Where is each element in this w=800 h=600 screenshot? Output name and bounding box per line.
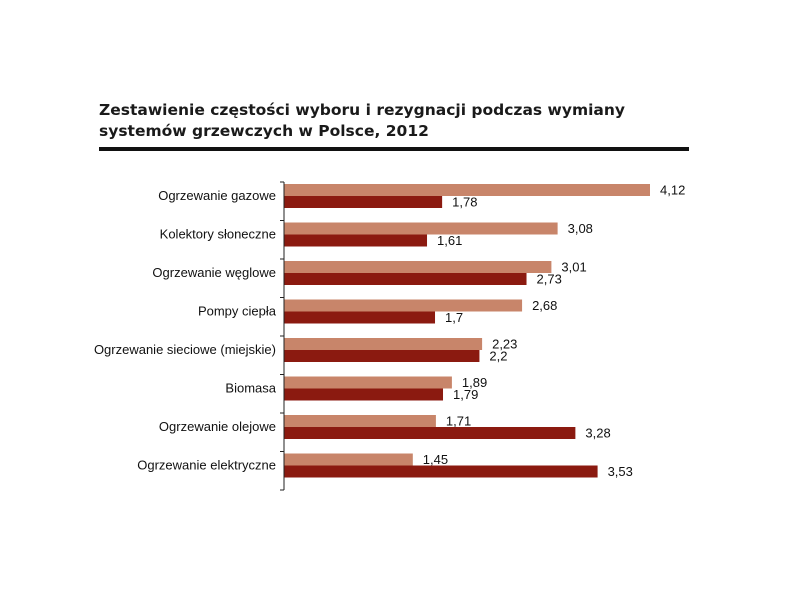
data-label: 4,12: [660, 183, 685, 198]
bar-series-1: [284, 222, 558, 235]
bar-series-1: [284, 376, 452, 389]
bar-series-2: [284, 465, 598, 478]
category-label: Kolektory słoneczne: [160, 227, 276, 242]
data-label: 3,08: [568, 221, 593, 236]
bar-series-1: [284, 184, 650, 196]
data-label: 1,71: [446, 414, 471, 429]
bar-series-1: [284, 299, 523, 312]
data-label: 3,53: [608, 464, 633, 479]
data-label: 2,23: [492, 337, 517, 352]
data-label: 1,78: [452, 195, 477, 210]
category-label: Ogrzewanie sieciowe (miejskie): [94, 342, 276, 357]
bar-series-2: [284, 196, 443, 208]
bar-series-2: [284, 273, 527, 285]
data-label: 1,45: [423, 452, 448, 467]
bar-series-1: [284, 453, 413, 466]
bar-series-2: [284, 311, 436, 324]
data-label: 2,68: [532, 298, 557, 313]
chart-title: Zestawienie częstości wyboru i rezygnacj…: [99, 100, 699, 142]
category-label: Pompy ciepła: [198, 304, 277, 319]
category-label: Ogrzewanie węglowe: [152, 265, 276, 280]
title-rule: [99, 147, 689, 151]
chart-title-line-1: Zestawienie częstości wyboru i rezygnacj…: [99, 101, 626, 119]
data-label: 3,01: [561, 260, 586, 275]
data-label: 1,89: [462, 375, 487, 390]
bar-series-1: [284, 261, 552, 273]
bar-series-2: [284, 234, 428, 247]
category-label: Ogrzewanie gazowe: [158, 188, 276, 203]
category-label: Ogrzewanie olejowe: [159, 419, 276, 434]
category-label: Ogrzewanie elektryczne: [137, 458, 276, 473]
data-label: 1,79: [453, 387, 478, 402]
bar-series-2: [284, 427, 576, 439]
data-label: 2,73: [537, 272, 562, 287]
bar-series-2: [284, 350, 480, 362]
data-label: 1,7: [445, 310, 463, 325]
bar-series-2: [284, 388, 444, 401]
data-label: 1,61: [437, 233, 462, 248]
bar-series-1: [284, 338, 483, 350]
data-label: 2,2: [489, 349, 507, 364]
chart-title-line-2: systemów grzewczych w Polsce, 2012: [99, 122, 429, 140]
data-label: 3,28: [585, 426, 610, 441]
bar-series-1: [284, 415, 436, 427]
category-label: Biomasa: [225, 381, 276, 396]
